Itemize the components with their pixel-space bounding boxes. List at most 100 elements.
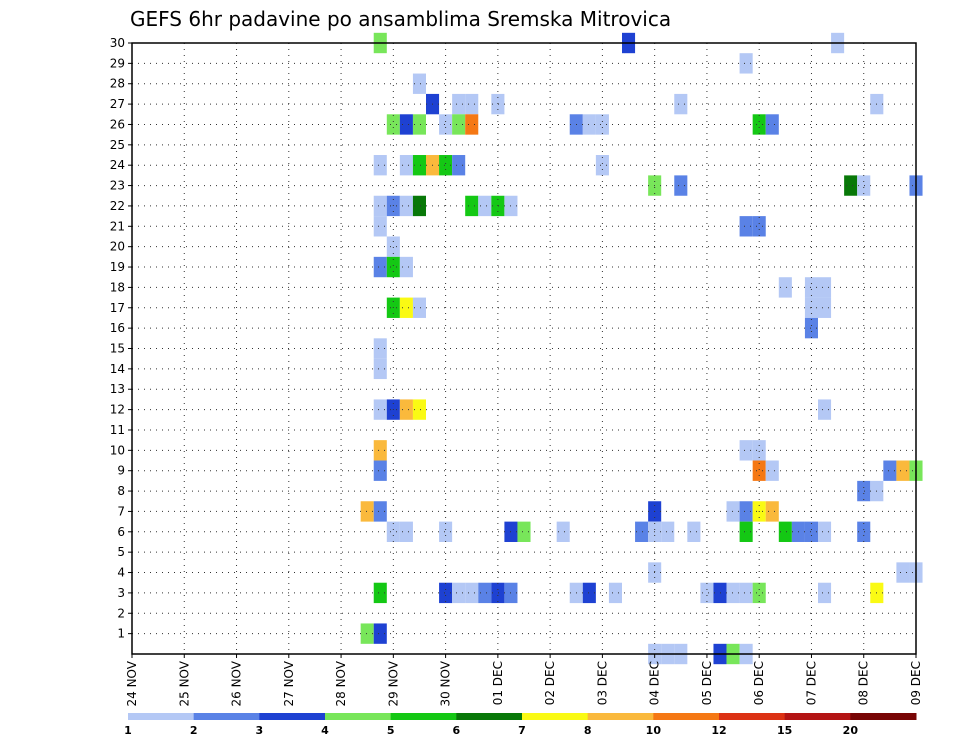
heatmap-cell — [386, 114, 400, 135]
heatmap-cell — [804, 277, 818, 298]
heatmap-cell — [818, 582, 832, 604]
y-tick-label: 22 — [110, 199, 125, 213]
heatmap-cell — [765, 501, 779, 522]
heatmap-cell — [556, 521, 570, 542]
heatmap-cell — [412, 297, 426, 318]
y-tick-label: 19 — [110, 260, 125, 274]
heatmap-cell — [412, 114, 426, 135]
heatmap-cell — [608, 582, 622, 604]
y-tick-label: 13 — [110, 382, 125, 396]
heatmap-cell — [386, 236, 400, 257]
heatmap-cell — [818, 277, 832, 298]
x-tick-label: 30 NOV — [439, 660, 453, 706]
heatmap-cell — [726, 501, 740, 522]
heatmap-cell — [399, 521, 413, 542]
heatmap-cell — [491, 582, 505, 604]
grid-lines — [132, 43, 916, 654]
heatmap-cell — [439, 521, 453, 542]
x-tick-label: 25 NOV — [177, 660, 191, 706]
heatmap-cell — [752, 114, 766, 135]
heatmap-cell — [818, 399, 832, 420]
y-tick-label: 20 — [110, 240, 125, 254]
legend-swatch — [653, 713, 720, 720]
heatmap-cell — [739, 582, 753, 604]
y-tick-label: 17 — [110, 301, 125, 315]
legend-label: 3 — [256, 724, 264, 737]
legend-swatch — [850, 713, 917, 720]
heatmap-cell — [765, 460, 779, 481]
heatmap-cell — [373, 216, 387, 237]
legend-swatch — [259, 713, 326, 720]
legend-label: 4 — [321, 724, 329, 737]
heatmap-cell — [439, 114, 453, 135]
heatmap-cell — [739, 440, 753, 461]
heatmap-cell — [373, 195, 387, 217]
heatmap-cell — [739, 53, 753, 74]
heatmap-cell — [739, 216, 753, 237]
heatmap-cell — [582, 582, 596, 604]
x-tick-label: 04 DEC — [648, 661, 662, 705]
heatmap-cell — [687, 521, 701, 542]
heatmap-cell — [804, 521, 818, 542]
heatmap-cell — [373, 582, 387, 604]
heatmap-cells — [360, 32, 923, 665]
heatmap-cell — [465, 582, 479, 604]
y-tick-label: 14 — [110, 362, 125, 376]
heatmap-cell — [883, 460, 897, 481]
heatmap-cell — [386, 256, 400, 278]
heatmap-cell — [752, 440, 766, 461]
legend-swatch — [522, 713, 589, 720]
y-tick-label: 9 — [117, 464, 125, 478]
x-tick-label: 26 NOV — [230, 660, 244, 706]
y-tick-label: 16 — [110, 321, 125, 335]
heatmap-cell — [804, 317, 818, 339]
heatmap-cell — [752, 216, 766, 237]
legend-label: 10 — [646, 724, 662, 737]
y-tick-label: 18 — [110, 280, 125, 294]
y-tick-label: 3 — [117, 586, 125, 600]
y-tick-label: 29 — [110, 56, 125, 70]
heatmap-cell — [857, 480, 871, 502]
y-tick-label: 2 — [117, 606, 125, 620]
heatmap-cell — [674, 93, 688, 115]
heatmap-cell — [491, 93, 505, 115]
heatmap-cell — [818, 297, 832, 318]
y-tick-label: 23 — [110, 179, 125, 193]
heatmap-cell — [452, 93, 466, 115]
x-tick-label: 27 NOV — [282, 660, 296, 706]
y-tick-label: 8 — [117, 484, 125, 498]
y-tick-label: 28 — [110, 77, 125, 91]
y-tick-label: 1 — [117, 627, 125, 641]
y-tick-label: 15 — [110, 342, 125, 356]
heatmap-cell — [765, 114, 779, 135]
legend-label: 5 — [387, 724, 395, 737]
legend-label: 15 — [777, 724, 792, 737]
heatmap-cell — [661, 521, 675, 542]
legend-label: 2 — [190, 724, 198, 737]
heatmap-cell — [373, 460, 387, 481]
legend-swatch — [456, 713, 523, 720]
heatmap-cell — [857, 521, 871, 542]
y-tick-label: 11 — [110, 423, 125, 437]
heatmap-cell — [752, 460, 766, 481]
heatmap-cell — [399, 399, 413, 420]
heatmap-cell — [399, 114, 413, 135]
legend-label: 7 — [518, 724, 526, 737]
heatmap-cell — [896, 460, 910, 481]
heatmap-cell — [465, 114, 479, 135]
heatmap-cell — [478, 582, 492, 604]
y-tick-label: 12 — [110, 403, 125, 417]
heatmap-cell — [517, 521, 531, 542]
heatmap-cell — [373, 440, 387, 461]
y-tick-label: 21 — [110, 219, 125, 233]
x-tick-label: 07 DEC — [804, 661, 818, 705]
x-tick-label: 28 NOV — [334, 660, 348, 706]
legend-swatch — [390, 713, 457, 720]
heatmap-cell — [635, 521, 649, 542]
heatmap-cell — [412, 399, 426, 420]
chart-title: GEFS 6hr padavine po ansamblima Sremska … — [130, 7, 671, 31]
heatmap-cell — [752, 582, 766, 604]
heatmap-cell — [857, 175, 871, 196]
legend-swatch — [587, 713, 654, 720]
